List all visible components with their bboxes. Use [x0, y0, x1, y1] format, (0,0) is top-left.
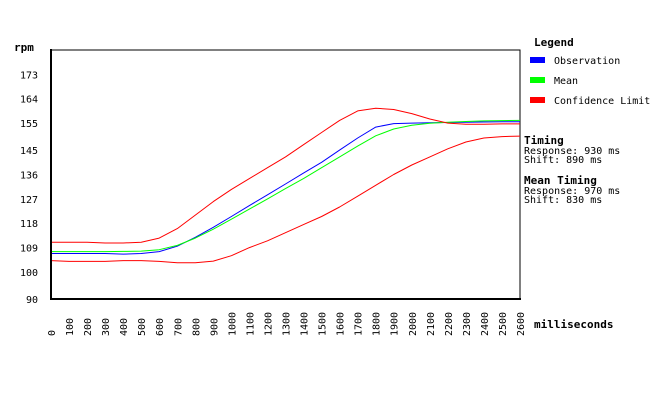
y-tick-label: 109 [20, 244, 38, 255]
series-line-confidence-limit-lower [50, 135, 521, 264]
y-tick-label: 90 [26, 295, 38, 306]
x-tick-label: 2200 [444, 312, 455, 336]
legend-swatch-observation [530, 57, 545, 63]
mean-timing-response: Response: 970 ms [524, 186, 620, 197]
x-tick-label: 1500 [318, 312, 329, 336]
x-tick-label: 1400 [300, 312, 311, 336]
x-tick-label: 600 [155, 318, 166, 336]
x-tick-label: 900 [209, 318, 220, 336]
y-tick-label: 136 [20, 171, 38, 182]
x-tick-label: 1900 [390, 312, 401, 336]
x-tick-label: 1800 [372, 312, 383, 336]
mean-timing-shift: Shift: 830 ms [524, 195, 602, 206]
series-line-confidence-limit-upper [51, 107, 520, 244]
x-tick-label: 2000 [408, 312, 419, 336]
mean-timing-block: Mean Timing Response: 970 ms Shift: 830 … [524, 174, 620, 206]
x-tick-label: 200 [83, 318, 94, 336]
series-line-mean [51, 119, 521, 253]
x-tick-label: 2600 [516, 312, 527, 336]
y-tick-labels: 90 100 109 118 127 136 145 155 164 173 [20, 70, 38, 306]
y-tick-label: 127 [20, 195, 38, 206]
y-tick-label: 100 [20, 268, 38, 279]
timing-title: Timing [524, 134, 564, 147]
timing-response: Response: 930 ms [524, 146, 620, 157]
x-tick-label: 300 [101, 318, 112, 336]
x-tick-label: 100 [65, 318, 76, 336]
x-tick-label: 1200 [264, 312, 275, 336]
legend-swatch-mean [530, 77, 545, 83]
timing-shift: Shift: 890 ms [524, 155, 602, 166]
x-tick-label: 400 [119, 318, 130, 336]
legend-label-confidence-limit: Confidence Limit [554, 96, 650, 107]
x-tick-label: 1000 [227, 312, 238, 336]
legend-label-mean: Mean [554, 76, 578, 87]
x-tick-label: 1100 [245, 312, 256, 336]
x-tick-label: 0 [47, 330, 58, 336]
y-tick-label: 164 [20, 95, 38, 106]
x-tick-label: 1600 [336, 312, 347, 336]
x-tick-label: 1300 [282, 312, 293, 336]
legend-swatch-confidence-limit [530, 97, 545, 103]
series-layer [50, 107, 521, 264]
legend-title: Legend [534, 36, 574, 49]
x-tick-label: 2300 [462, 312, 473, 336]
x-tick-label: 2500 [498, 312, 509, 336]
x-axis-label: milliseconds [534, 318, 613, 331]
timing-block: Timing Response: 930 ms Shift: 890 ms [524, 134, 620, 166]
plot-area [50, 49, 521, 300]
y-tick-label: 155 [20, 119, 38, 130]
x-tick-label: 2400 [480, 312, 491, 336]
x-tick-label: 700 [173, 318, 184, 336]
y-axis-label: rpm [14, 41, 34, 54]
x-tick-label: 2100 [426, 312, 437, 336]
y-tick-label: 118 [20, 219, 38, 230]
legend: Legend Observation Mean Confidence Limit [530, 36, 650, 107]
legend-label-observation: Observation [554, 56, 620, 67]
mean-timing-title: Mean Timing [524, 174, 597, 187]
x-tick-label: 500 [137, 318, 148, 336]
x-tick-label: 1700 [354, 312, 365, 336]
y-tick-label: 173 [20, 70, 38, 81]
y-tick-label: 145 [20, 146, 38, 157]
x-tick-labels: 0 100 200 300 400 500 600 700 800 900 1000 1100 1200… [47, 312, 527, 336]
x-tick-label: 800 [191, 318, 202, 336]
